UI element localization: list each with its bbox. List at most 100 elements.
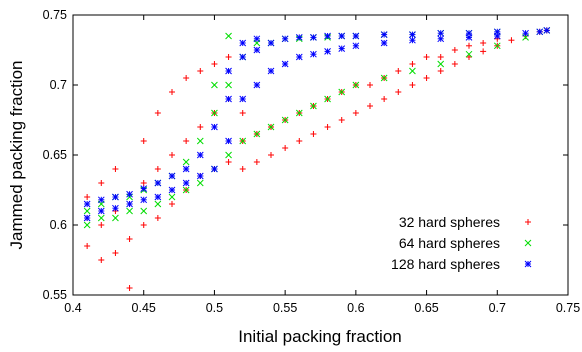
plot-frame bbox=[72, 14, 569, 296]
data-point bbox=[465, 50, 473, 58]
data-point bbox=[409, 31, 416, 38]
data-point bbox=[239, 166, 246, 172]
data-point bbox=[338, 32, 346, 40]
legend-marker bbox=[524, 260, 532, 268]
legend-label: 64 hard spheres bbox=[399, 235, 500, 251]
data-point bbox=[140, 207, 148, 215]
series-2 bbox=[83, 27, 551, 229]
y-tick-label: 0.75 bbox=[43, 8, 67, 22]
y-tick-label: 0.7 bbox=[50, 78, 67, 92]
data-point bbox=[225, 159, 232, 165]
data-point bbox=[154, 166, 161, 172]
data-point bbox=[295, 34, 303, 41]
data-point bbox=[126, 190, 133, 198]
data-point bbox=[154, 193, 162, 201]
x-tick-label: 0.7 bbox=[489, 301, 506, 315]
data-point bbox=[367, 103, 373, 109]
data-point bbox=[381, 96, 388, 102]
data-point bbox=[480, 40, 487, 46]
data-point bbox=[296, 138, 303, 144]
data-point bbox=[451, 61, 458, 67]
data-point bbox=[97, 196, 105, 204]
data-point bbox=[83, 221, 91, 229]
data-point bbox=[196, 179, 204, 187]
legend-marker bbox=[524, 239, 532, 247]
data-point bbox=[182, 186, 190, 194]
data-point bbox=[324, 32, 331, 40]
data-point bbox=[112, 250, 119, 256]
data-point bbox=[140, 138, 147, 144]
data-point bbox=[437, 60, 445, 68]
data-point bbox=[83, 207, 91, 215]
x-tick-label: 0.75 bbox=[556, 301, 580, 315]
data-point bbox=[295, 53, 303, 61]
data-point bbox=[225, 32, 232, 40]
data-point bbox=[380, 39, 388, 47]
data-point bbox=[281, 35, 289, 43]
data-point bbox=[324, 124, 331, 130]
ticks-layer: 0.4 0.45 0.5 0.55 0.6 0.65 0.7 0.75 0.55 0.6 0.65 0… bbox=[43, 8, 581, 315]
data-point bbox=[112, 204, 119, 212]
data-point bbox=[168, 186, 176, 194]
data-point bbox=[409, 36, 416, 44]
data-point bbox=[267, 67, 275, 75]
data-point bbox=[409, 82, 416, 88]
data-point bbox=[154, 200, 162, 208]
data-point bbox=[196, 172, 204, 180]
data-point bbox=[493, 42, 501, 50]
data-point bbox=[211, 109, 218, 117]
data-point bbox=[253, 81, 261, 89]
data-point bbox=[522, 29, 529, 37]
data-point bbox=[97, 207, 105, 215]
data-point bbox=[465, 29, 473, 37]
data-point bbox=[83, 214, 91, 222]
data-point bbox=[367, 82, 373, 88]
y-tick-label: 0.65 bbox=[43, 148, 67, 162]
data-point bbox=[225, 54, 232, 60]
data-point bbox=[437, 54, 444, 60]
data-point bbox=[451, 47, 458, 53]
points-layer bbox=[83, 27, 551, 291]
data-point bbox=[267, 39, 275, 47]
data-point bbox=[281, 60, 289, 68]
data-point bbox=[338, 88, 346, 96]
x-tick-label: 0.5 bbox=[206, 301, 223, 315]
data-point bbox=[140, 222, 147, 228]
data-point bbox=[154, 215, 161, 221]
data-point bbox=[211, 61, 218, 67]
data-point bbox=[225, 67, 232, 75]
data-point bbox=[211, 123, 218, 131]
data-point bbox=[310, 34, 317, 41]
data-point bbox=[352, 81, 360, 89]
data-point bbox=[84, 194, 91, 200]
data-point bbox=[126, 285, 133, 291]
data-point bbox=[225, 95, 232, 103]
data-point bbox=[409, 61, 416, 67]
data-point bbox=[169, 89, 175, 95]
data-point bbox=[543, 27, 551, 34]
data-point bbox=[225, 81, 232, 89]
data-point bbox=[466, 54, 472, 60]
data-point bbox=[83, 200, 91, 208]
data-point bbox=[84, 243, 91, 249]
data-point bbox=[112, 193, 119, 201]
data-point bbox=[352, 110, 359, 116]
data-point bbox=[182, 165, 190, 173]
data-point bbox=[380, 74, 388, 82]
data-point bbox=[480, 48, 487, 55]
data-point bbox=[267, 123, 275, 131]
data-point bbox=[395, 89, 402, 95]
data-point bbox=[437, 68, 444, 74]
data-point bbox=[239, 53, 247, 61]
data-point bbox=[536, 28, 544, 36]
y-axis-title: Jammed packing fraction bbox=[7, 61, 26, 250]
y-tick-label: 0.6 bbox=[50, 218, 67, 232]
data-point bbox=[140, 196, 148, 204]
data-point bbox=[112, 214, 119, 222]
data-point bbox=[409, 67, 416, 75]
data-point bbox=[437, 29, 445, 37]
data-point bbox=[183, 138, 190, 144]
data-point bbox=[140, 180, 147, 186]
data-point bbox=[225, 151, 232, 159]
data-point bbox=[225, 137, 232, 145]
